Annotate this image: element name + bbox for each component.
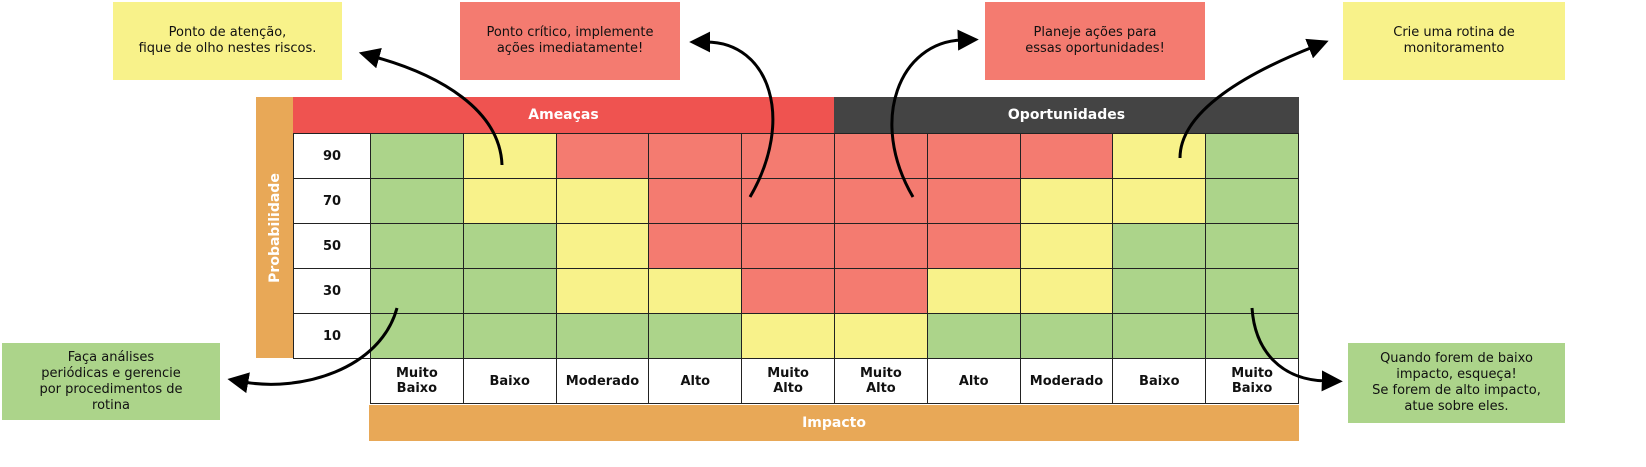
cell-low [555, 313, 650, 359]
probability-90: 90 [293, 133, 371, 179]
arrow-attention [358, 48, 504, 166]
cell-mid [1019, 223, 1114, 269]
arrow-monitor [1178, 38, 1329, 159]
cell-high [741, 223, 835, 269]
impact-label: Alto [648, 358, 743, 404]
arrow-routine [227, 307, 399, 394]
note-monitor: Crie uma rotina de monitoramento [1343, 2, 1565, 80]
cell-low [370, 223, 464, 269]
impact-label: Muito Alto [834, 358, 928, 404]
cell-high [926, 223, 1021, 269]
cell-low [1019, 313, 1114, 359]
probability-50: 50 [293, 223, 371, 269]
note-critical: Ponto crítico, implemente ações imediata… [460, 2, 680, 80]
note-routine: Faça análises periódicas e gerencie por … [2, 343, 220, 420]
probability-axis: Probabilidade [256, 97, 293, 358]
impact-label: Muito Baixo [1205, 358, 1299, 404]
cell-low [1205, 133, 1299, 179]
cell-low [462, 313, 557, 359]
threats-header: Ameaças [293, 97, 834, 133]
cell-mid [1112, 178, 1207, 224]
opportunities-header: Oportunidades [834, 97, 1299, 133]
arrow-low-impact [1250, 307, 1343, 392]
arrow-plan [890, 29, 979, 198]
cell-low [1205, 178, 1299, 224]
impact-label: Muito Alto [741, 358, 835, 404]
cell-low [370, 268, 464, 314]
impact-label: Moderado [1019, 358, 1114, 404]
impact-axis: Impacto [369, 405, 1299, 441]
cell-mid [462, 178, 557, 224]
cell-high [834, 178, 928, 224]
note-low-impact: Quando forem de baixo impacto, esqueça! … [1348, 343, 1565, 423]
cell-mid [462, 133, 557, 179]
cell-high [741, 268, 835, 314]
probability-10: 10 [293, 313, 371, 359]
note-attention: Ponto de atenção, fique de olho nestes r… [113, 2, 342, 80]
impact-label: Moderado [555, 358, 650, 404]
impact-label: Muito Baixo [370, 358, 464, 404]
cell-low [370, 133, 464, 179]
cell-low [1112, 268, 1207, 314]
impact-label: Alto [926, 358, 1021, 404]
note-plan: Planeje ações para essas oportunidades! [985, 2, 1205, 80]
cell-high [648, 133, 743, 179]
impact-label: Baixo [462, 358, 557, 404]
probability-30: 30 [293, 268, 371, 314]
cell-high [648, 223, 743, 269]
cell-mid [1019, 268, 1114, 314]
cell-mid [926, 268, 1021, 314]
cell-high [555, 133, 650, 179]
arrow-critical [689, 31, 775, 198]
cell-mid [741, 313, 835, 359]
cell-low [370, 313, 464, 359]
cell-low [1112, 313, 1207, 359]
impact-label: Baixo [1112, 358, 1207, 404]
cell-low [1205, 223, 1299, 269]
